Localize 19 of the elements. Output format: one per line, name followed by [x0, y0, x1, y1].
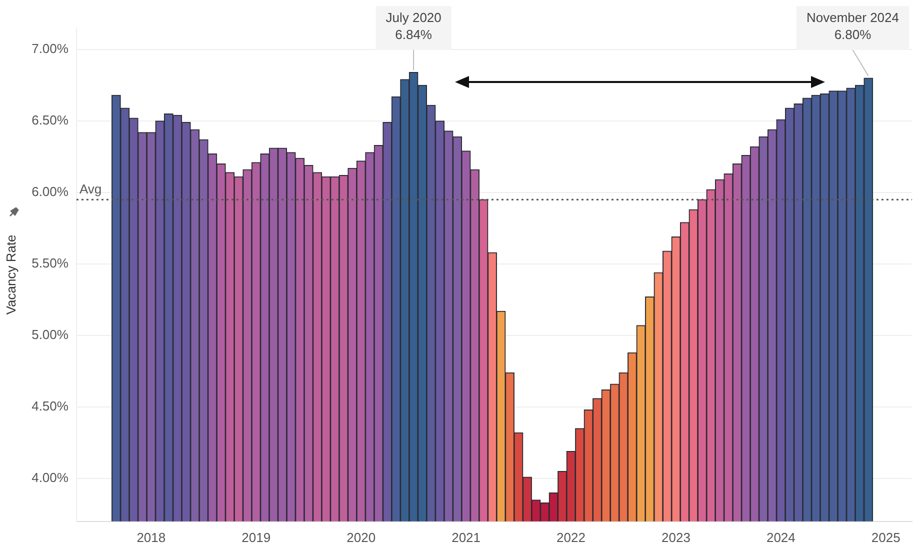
annotation: November 2024 6.80%	[806, 10, 899, 42]
y-tick-label: 4.50%	[32, 398, 69, 414]
x-tick-label: 2018	[136, 530, 166, 545]
y-tick-label: 5.00%	[32, 327, 69, 342]
x-tick-label: 2024	[766, 530, 796, 545]
annotation: July 2020 6.84%	[386, 10, 442, 42]
y-tick-label: 4.00%	[32, 470, 69, 486]
x-tick-label: 2022	[556, 530, 586, 545]
y-tick-label: 6.00%	[32, 184, 69, 200]
x-tick-label: 2019	[242, 530, 271, 545]
y-tick-label: 5.50%	[32, 256, 69, 271]
y-axis-title: Vacancy Rate	[3, 234, 18, 315]
y-tick-label: 6.50%	[32, 112, 69, 128]
x-tick-label: 2020	[346, 530, 376, 545]
x-tick-label: 2025	[871, 530, 900, 545]
ref-line-label: Avg	[79, 182, 102, 197]
y-tick-label: 7.00%	[32, 41, 69, 56]
x-tick-label: 2023	[661, 530, 690, 545]
x-tick-label: 2021	[452, 530, 480, 545]
